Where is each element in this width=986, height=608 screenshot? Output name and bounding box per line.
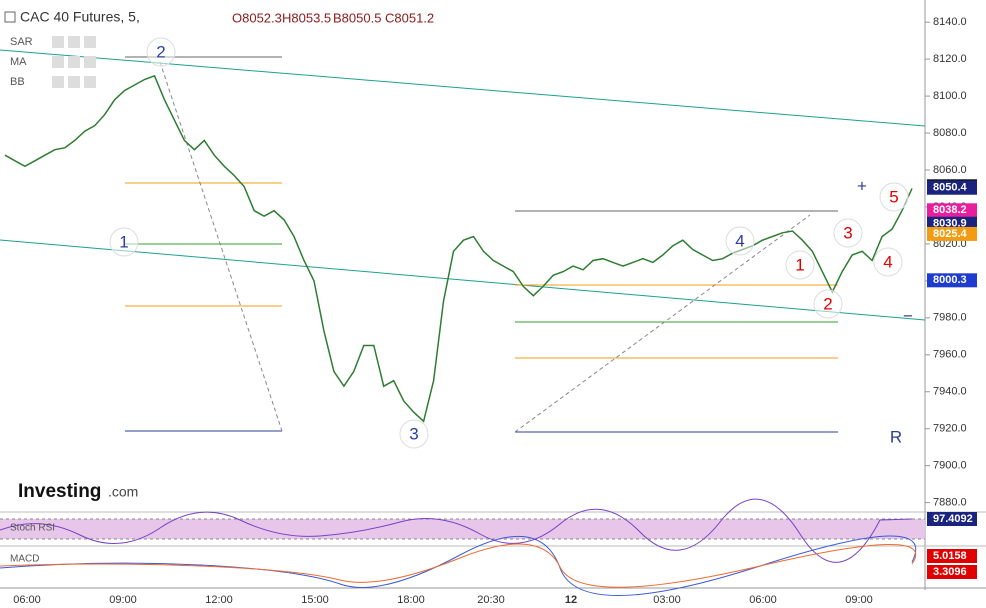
fib-line <box>514 214 811 433</box>
wave-label: 2 <box>156 42 165 61</box>
ohlc-value: C8051.2 <box>385 10 434 25</box>
wave-circle <box>785 250 815 280</box>
price-label-bg <box>927 203 977 218</box>
price-label: 8030.9 <box>933 218 967 230</box>
indicator-name: SAR <box>10 36 33 48</box>
x-tick-label: 12:00 <box>205 594 233 606</box>
indicator-button[interactable] <box>52 36 64 48</box>
logo-suffix: .com <box>108 484 138 500</box>
ohlc-value: H8053.5 <box>282 10 331 25</box>
wave-label: − <box>903 306 913 325</box>
wave-label: 1 <box>795 255 804 274</box>
trend-line <box>0 239 926 321</box>
wave-label: 4 <box>735 231 744 250</box>
stoch-line <box>0 498 913 563</box>
wave-label: 2 <box>823 294 832 313</box>
wave-circle <box>146 37 176 67</box>
wave-label: + <box>857 176 867 195</box>
x-tick-label: 09:00 <box>109 594 137 606</box>
price-label: 8025.4 <box>933 228 968 240</box>
chart-title: CAC 40 Futures, 5, <box>20 9 140 25</box>
price-label-bg <box>927 226 977 241</box>
wave-label: 5 <box>889 187 898 206</box>
indicator-name: BB <box>10 76 25 88</box>
wave-circle <box>873 247 903 277</box>
x-tick-label: 06:00 <box>749 594 777 606</box>
stoch-band <box>0 519 925 539</box>
indicator-button[interactable] <box>52 56 64 68</box>
wave-label: 3 <box>409 424 418 443</box>
ohlc-value: B8050.5 <box>333 10 381 25</box>
macd-value-bg <box>927 565 977 579</box>
indicator-button[interactable] <box>84 76 96 88</box>
macd-signal <box>0 543 917 588</box>
y-tick-label: 8140.0 <box>933 16 967 28</box>
y-tick-label: 8100.0 <box>933 90 967 102</box>
macd-name: MACD <box>10 554 39 565</box>
x-tick-label: 12 <box>565 594 577 606</box>
indicator-button[interactable] <box>68 76 80 88</box>
price-label: 8000.3 <box>933 274 967 286</box>
wave-label: 3 <box>843 223 852 242</box>
wave-circle <box>833 218 863 248</box>
wave-label: R <box>890 427 902 446</box>
y-tick-label: 7960.0 <box>933 349 967 361</box>
price-label: 8038.2 <box>933 204 967 216</box>
price-label-bg <box>927 273 977 288</box>
macd-line <box>0 535 917 596</box>
wave-label: 4 <box>883 252 892 271</box>
wave-circle <box>879 182 909 212</box>
fib-line <box>159 61 283 432</box>
price-label-bg <box>927 180 977 195</box>
macd-value-bg <box>927 549 977 563</box>
wave-circle <box>399 419 429 449</box>
wave-circle <box>109 227 139 257</box>
x-tick-label: 20:30 <box>477 594 505 606</box>
indicator-button[interactable] <box>84 56 96 68</box>
wave-circle <box>813 289 843 319</box>
indicator-name: MA <box>10 56 27 68</box>
x-tick-label: 15:00 <box>301 594 329 606</box>
price-line <box>4 74 913 423</box>
logo: Investing <box>18 481 101 502</box>
stoch-value: 97.4092 <box>933 513 973 525</box>
stoch-value-bg <box>927 512 977 526</box>
y-tick-label: 8080.0 <box>933 127 967 139</box>
indicator-button[interactable] <box>68 56 80 68</box>
wave-circle <box>725 226 755 256</box>
x-tick-label: 06:00 <box>13 594 41 606</box>
y-tick-label: 7920.0 <box>933 423 967 435</box>
collapse-icon[interactable] <box>4 11 16 23</box>
ohlc-value: O8052.3 <box>232 10 282 25</box>
y-tick-label: 7980.0 <box>933 312 967 324</box>
indicator-button[interactable] <box>52 76 64 88</box>
y-tick-label: 7900.0 <box>933 460 967 472</box>
macd-value: 5.0158 <box>933 550 967 562</box>
x-tick-label: 03:00 <box>653 594 681 606</box>
y-tick-label: 8120.0 <box>933 53 967 65</box>
stoch-name: Stoch RSI <box>10 523 55 534</box>
y-tick-label: 7940.0 <box>933 386 967 398</box>
y-tick-label: 8060.0 <box>933 164 967 176</box>
indicator-button[interactable] <box>84 36 96 48</box>
x-tick-label: 18:00 <box>397 594 425 606</box>
x-tick-label: 09:00 <box>845 594 873 606</box>
indicator-button[interactable] <box>68 36 80 48</box>
y-tick-label: 7880.0 <box>933 497 967 509</box>
price-label: 8050.4 <box>933 182 968 194</box>
macd-value: 3.3096 <box>933 566 967 578</box>
wave-label: 1 <box>119 232 128 251</box>
